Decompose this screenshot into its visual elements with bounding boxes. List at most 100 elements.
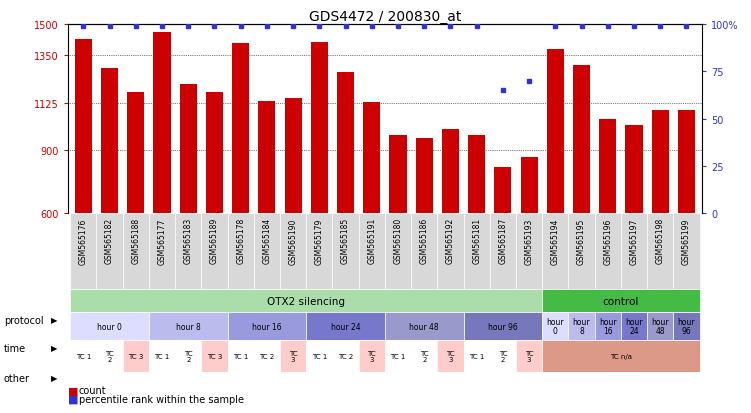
Text: ▶: ▶ [51,373,57,382]
Bar [463,312,542,340]
Bar [70,312,149,340]
Bar [547,50,564,214]
Bar [206,93,223,214]
Bar [153,33,170,214]
Text: TC
3: TC 3 [289,350,297,362]
Text: TC 1: TC 1 [312,353,327,359]
Text: GSM565178: GSM565178 [236,218,245,264]
Bar [75,40,92,214]
Text: TC 3: TC 3 [207,353,222,359]
Bar [437,214,463,290]
Bar [463,340,490,372]
Text: hour 0: hour 0 [97,322,122,331]
Bar [647,214,674,290]
Bar [569,214,595,290]
Text: GSM565194: GSM565194 [550,218,559,264]
Text: hour
16: hour 16 [599,318,617,335]
Text: TC 1: TC 1 [233,353,249,359]
Bar [127,93,144,214]
Text: hour 48: hour 48 [409,322,439,331]
Bar [542,214,569,290]
Text: GSM565177: GSM565177 [158,218,167,264]
Bar [228,312,306,340]
Text: ▶: ▶ [51,343,57,352]
Text: GSM565192: GSM565192 [446,218,455,264]
Bar [311,43,328,214]
Text: GSM565189: GSM565189 [210,218,219,264]
Text: time: time [4,343,26,353]
Text: GSM565179: GSM565179 [315,218,324,264]
Bar [254,340,280,372]
Bar [494,168,511,214]
Text: GSM565186: GSM565186 [420,218,429,264]
Text: hour
0: hour 0 [547,318,564,335]
Text: GSM565187: GSM565187 [499,218,508,264]
Bar [411,214,437,290]
Bar [678,111,695,214]
Bar [122,340,149,372]
Bar [359,340,385,372]
Bar [569,312,595,340]
Text: GSM565198: GSM565198 [656,218,665,264]
Bar [201,214,228,290]
Text: hour 16: hour 16 [252,322,282,331]
Bar [516,340,542,372]
Text: GSM565190: GSM565190 [288,218,297,264]
Text: TC
2: TC 2 [499,350,507,362]
Text: protocol: protocol [4,315,44,325]
Text: hour 24: hour 24 [330,322,360,331]
Bar [280,214,306,290]
Text: GSM565195: GSM565195 [577,218,586,264]
Text: percentile rank within the sample: percentile rank within the sample [79,394,244,404]
Bar [101,69,118,214]
Bar [542,340,700,372]
Text: TC
2: TC 2 [420,350,429,362]
Bar [621,214,647,290]
Text: TC
3: TC 3 [446,350,455,362]
Bar [258,102,276,214]
Bar [411,340,437,372]
Bar [122,214,149,290]
Bar [595,312,621,340]
Bar [201,340,228,372]
Bar [359,214,385,290]
Text: TC
2: TC 2 [105,350,114,362]
Bar [437,340,463,372]
Bar [520,157,538,214]
Text: count: count [79,385,107,395]
Bar [280,340,306,372]
Text: GSM565196: GSM565196 [603,218,612,264]
Bar [337,73,354,214]
Bar [542,290,700,312]
Bar [595,214,621,290]
Bar [70,340,96,372]
Text: GSM565182: GSM565182 [105,218,114,264]
Bar [306,214,333,290]
Bar [573,66,590,214]
Bar [385,214,411,290]
Text: hour
48: hour 48 [651,318,669,335]
Text: GSM565180: GSM565180 [394,218,403,264]
Bar [652,111,668,214]
Text: TC 2: TC 2 [259,353,275,359]
Text: GSM565176: GSM565176 [79,218,88,264]
Text: TC 1: TC 1 [76,353,91,359]
Text: GSM565183: GSM565183 [184,218,193,264]
Bar [149,214,175,290]
Text: GSM565199: GSM565199 [682,218,691,264]
Bar [228,340,254,372]
Bar [363,102,380,214]
Text: GSM565188: GSM565188 [131,218,140,264]
Text: OTX2 silencing: OTX2 silencing [267,296,345,306]
Text: ■: ■ [68,385,78,395]
Bar [175,214,201,290]
Bar [385,340,411,372]
Text: TC 1: TC 1 [154,353,170,359]
Text: hour
96: hour 96 [677,318,695,335]
Bar [179,85,197,214]
Bar [385,312,463,340]
Bar [490,214,516,290]
Text: hour
8: hour 8 [573,318,590,335]
Text: control: control [603,296,639,306]
Bar [442,130,459,214]
